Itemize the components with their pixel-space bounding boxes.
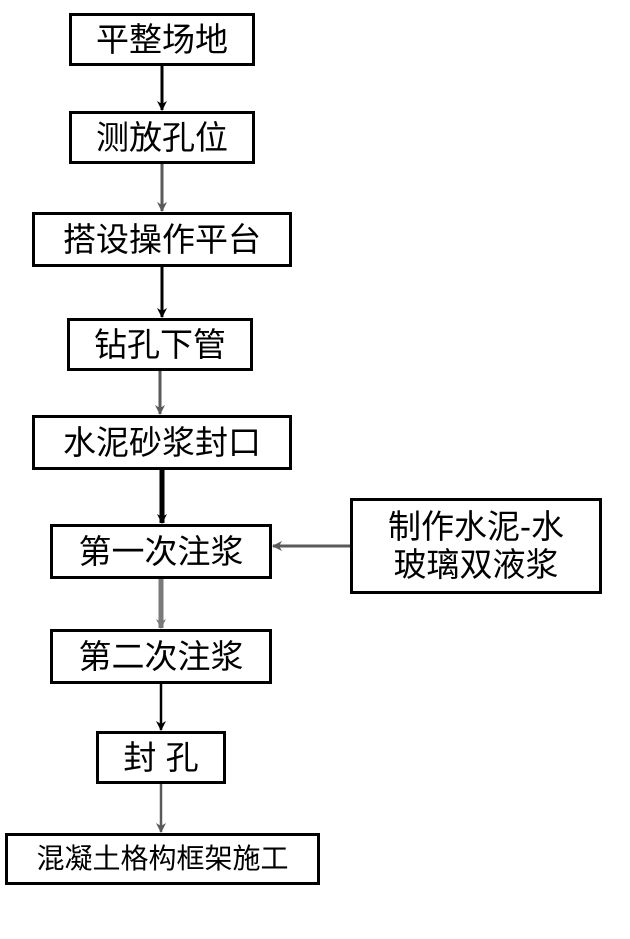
flow-node-n4: 钻孔下管 bbox=[67, 318, 253, 371]
flow-node-n1: 平整场地 bbox=[69, 13, 255, 66]
flow-node-n8: 封 孔 bbox=[96, 731, 226, 784]
flow-node-side: 制作水泥-水玻璃双液浆 bbox=[350, 498, 602, 594]
flow-node-n5: 水泥砂浆封口 bbox=[32, 415, 292, 470]
flow-node-n6: 第一次注浆 bbox=[50, 524, 272, 579]
flow-node-n2: 测放孔位 bbox=[69, 111, 255, 164]
flow-node-n3: 搭设操作平台 bbox=[32, 212, 292, 267]
flow-node-n9: 混凝土格构框架施工 bbox=[5, 833, 320, 885]
flow-node-n7: 第二次注浆 bbox=[50, 629, 272, 684]
